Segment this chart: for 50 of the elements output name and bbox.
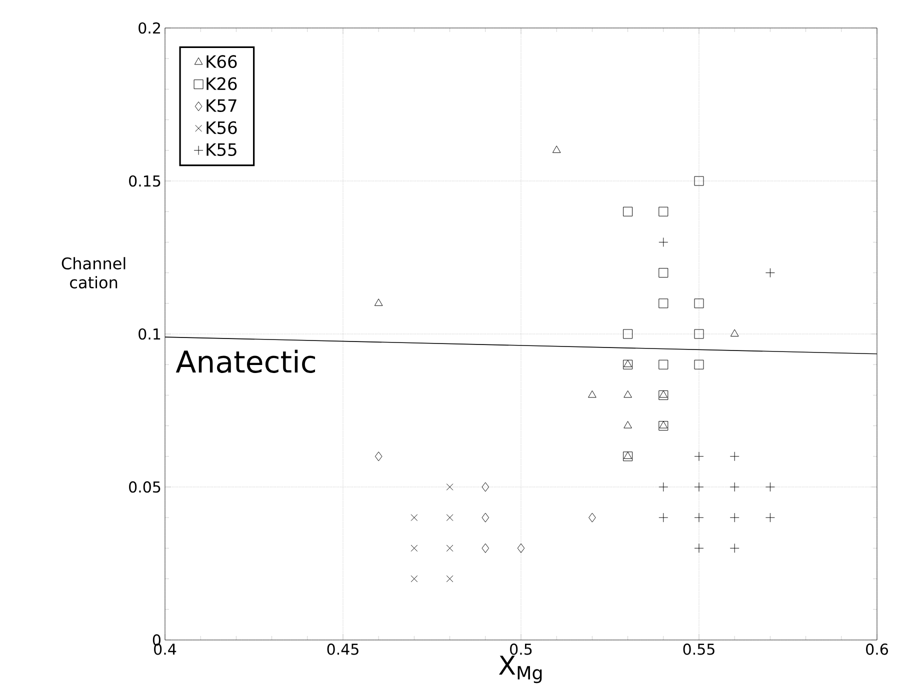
y-tick-label: 0.15 [129, 175, 160, 187]
point [517, 543, 525, 553]
point [658, 360, 668, 370]
point [446, 575, 454, 582]
x-axis-title: X$_{Mg}$ [498, 656, 542, 684]
legend-label: K66 [206, 55, 237, 68]
point [374, 298, 383, 306]
x-tick-label: 0.55 [683, 644, 714, 655]
point [624, 390, 632, 398]
point [730, 329, 739, 336]
legend-label: K57 [206, 99, 236, 112]
x-tick-label: 0.4 [154, 644, 176, 655]
point [446, 514, 454, 522]
point [624, 452, 632, 459]
point [588, 390, 596, 398]
y-tick-label: 0.05 [129, 481, 160, 493]
legend-label: K56 [206, 121, 237, 134]
legend-label: K55 [206, 143, 236, 156]
point [658, 421, 668, 431]
point [694, 329, 704, 339]
point [658, 298, 668, 308]
point [623, 329, 633, 339]
point [410, 544, 418, 552]
point [410, 514, 418, 522]
point [623, 206, 633, 216]
annotation: Anatectic [176, 350, 316, 373]
point [659, 421, 668, 428]
point [552, 146, 561, 153]
point [624, 421, 632, 428]
point [482, 482, 490, 492]
point [623, 452, 633, 462]
point [482, 512, 490, 522]
x-tick-label: 0.5 [510, 644, 532, 655]
point [410, 575, 418, 582]
point [482, 543, 490, 553]
y-tick-label: 0.2 [138, 22, 160, 34]
legend-label: K26 [206, 77, 237, 90]
point [658, 268, 668, 278]
point [588, 512, 596, 522]
point [446, 484, 454, 490]
y-tick-label: 0.1 [138, 328, 160, 340]
point [694, 176, 704, 186]
point [694, 360, 704, 370]
point [694, 298, 704, 308]
x-tick-label: 0.45 [327, 644, 358, 655]
point [446, 544, 454, 552]
point [374, 452, 382, 462]
x-tick-label: 0.6 [866, 644, 888, 655]
point [658, 206, 668, 216]
y-axis-title: Channel cation [62, 257, 126, 288]
